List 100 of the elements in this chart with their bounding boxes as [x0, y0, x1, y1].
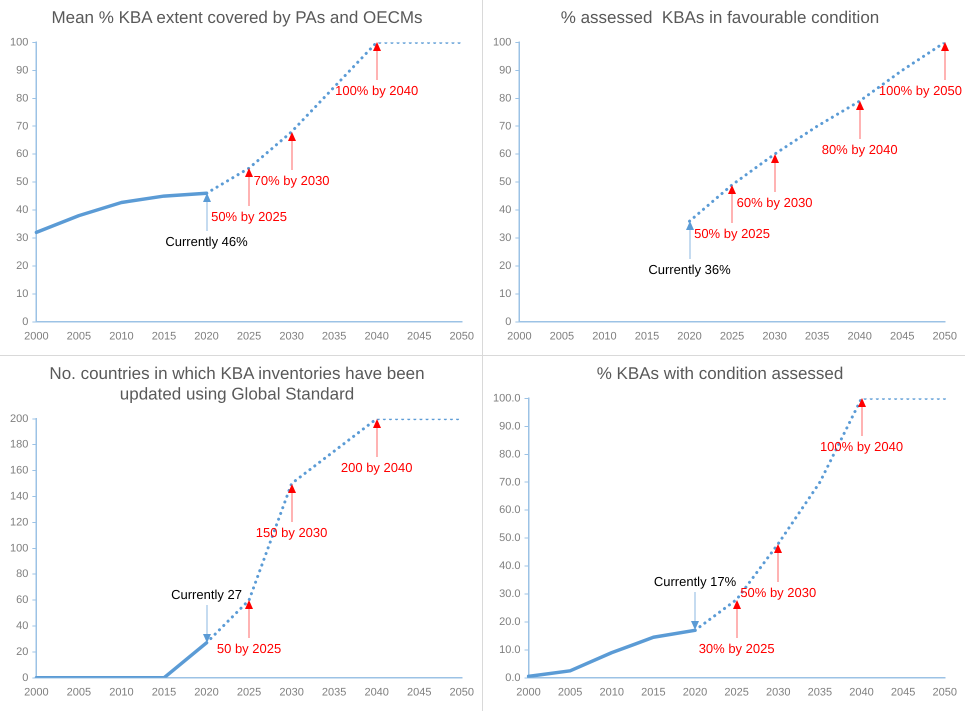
y-tick-label: 20 — [16, 260, 28, 272]
x-tick-label: 2015 — [634, 330, 660, 342]
y-tick-label: 90 — [499, 64, 512, 76]
y-tick-label: 50 — [499, 176, 512, 188]
x-tick-label: 2035 — [322, 686, 346, 698]
annotation: Currently 36% — [648, 262, 731, 278]
chart-title: % assessed KBAs in favourable condition — [560, 8, 880, 27]
x-tick-label: 2045 — [890, 686, 916, 698]
annotation: 30% by 2025 — [698, 640, 775, 656]
x-tick-label: 2005 — [66, 686, 92, 698]
y-tick-label: 90 — [16, 64, 28, 76]
y-tick-label: 140 — [10, 490, 28, 503]
annotation: 50% by 2030 — [740, 584, 816, 600]
x-tick-label: 2000 — [507, 330, 532, 342]
x-tick-label: 2025 — [724, 686, 749, 698]
x-tick-label: 2000 — [24, 330, 49, 342]
annotation: 100% by 2050 — [878, 83, 962, 98]
y-tick-label: 40.0 — [499, 560, 521, 572]
y-tick-label: 40 — [499, 204, 512, 216]
y-tick-label: 100 — [10, 36, 28, 48]
y-tick-label: 60 — [16, 594, 28, 606]
x-tick-label: 2040 — [847, 330, 872, 342]
y-tick-label: 180 — [10, 438, 28, 451]
y-tick-label: 70 — [499, 120, 512, 132]
y-tick-label: 20 — [16, 646, 28, 658]
x-tick-label: 2010 — [109, 330, 134, 342]
x-tick-label: 2050 — [450, 686, 474, 698]
y-tick-label: 100.0 — [492, 392, 521, 404]
annotation: 80% by 2040 — [822, 142, 898, 158]
y-tick-label: 0.0 — [505, 672, 521, 684]
y-tick-label: 70.0 — [499, 476, 521, 488]
y-tick-label: 30 — [16, 232, 28, 244]
y-tick-label: 40 — [16, 620, 28, 632]
annotation: 50 by 2025 — [216, 641, 282, 656]
x-tick-label: 2040 — [364, 330, 389, 342]
x-tick-label: 2040 — [364, 686, 389, 698]
x-tick-label: 2030 — [766, 686, 791, 698]
y-tick-label: 70 — [16, 120, 28, 132]
x-tick-label: 2015 — [152, 686, 176, 698]
y-tick-label: 50.0 — [499, 532, 521, 544]
y-tick-label: 10.0 — [499, 644, 521, 656]
y-tick-label: 30 — [499, 232, 512, 244]
y-tick-label: 60.0 — [499, 504, 521, 516]
x-tick-label: 2035 — [322, 330, 346, 342]
x-tick-label: 2045 — [406, 686, 432, 698]
x-tick-label: 2010 — [592, 330, 617, 342]
x-tick-label: 2040 — [849, 686, 874, 698]
annotation: 50% by 2025 — [211, 209, 287, 224]
y-tick-label: 20.0 — [499, 616, 521, 628]
x-tick-label: 2045 — [890, 330, 914, 342]
annotation: 50% by 2025 — [694, 226, 770, 241]
x-tick-label: 2050 — [932, 686, 958, 698]
x-tick-label: 2025 — [236, 686, 262, 698]
x-tick-label: 2035 — [804, 330, 830, 342]
y-tick-label: 90.0 — [499, 420, 521, 432]
y-tick-label: 60 — [16, 148, 28, 160]
y-tick-label: 0 — [22, 316, 28, 328]
annotation: 70% by 2030 — [254, 172, 330, 188]
y-tick-label: 10 — [16, 288, 28, 300]
x-tick-label: 2000 — [24, 686, 49, 698]
annotation: Currently 17% — [654, 574, 736, 590]
y-tick-label: 200 — [10, 412, 28, 425]
y-tick-label: 80 — [16, 92, 28, 104]
annotation: 150 by 2030 — [256, 524, 328, 540]
x-tick-label: 2015 — [152, 330, 176, 342]
x-tick-label: 2050 — [450, 330, 474, 342]
y-tick-label: 80.0 — [499, 448, 521, 460]
x-tick-label: 2010 — [600, 686, 624, 698]
annotation: Currently 46% — [165, 234, 248, 250]
annotation: 100% by 2040 — [820, 439, 904, 454]
y-tick-label: 0 — [505, 316, 512, 328]
x-tick-label: 2005 — [66, 330, 92, 342]
x-tick-label: 2020 — [194, 330, 219, 342]
y-tick-label: 120 — [10, 516, 28, 528]
y-tick-label: 160 — [10, 464, 28, 477]
annotation: Currently 27 — [171, 586, 242, 602]
y-tick-label: 60 — [499, 148, 512, 160]
x-tick-label: 2045 — [406, 330, 432, 342]
y-tick-label: 80 — [499, 92, 512, 104]
x-tick-label: 2010 — [109, 686, 134, 698]
x-tick-label: 2025 — [720, 330, 744, 342]
chart-title: No. countries in which KBA inventories have been updated using Global Standard — [49, 364, 425, 404]
y-tick-label: 0 — [22, 672, 28, 684]
x-tick-label: 2005 — [558, 686, 582, 698]
x-tick-label: 2030 — [762, 330, 787, 342]
x-tick-label: 2020 — [677, 330, 702, 342]
y-tick-label: 20 — [499, 260, 512, 272]
y-tick-label: 100 — [10, 542, 28, 554]
x-tick-label: 2025 — [236, 330, 262, 342]
x-tick-label: 2005 — [550, 330, 574, 342]
chart-title: % KBAs with condition assessed — [596, 364, 844, 383]
x-tick-label: 2030 — [279, 330, 304, 342]
y-tick-label: 80 — [16, 568, 28, 580]
annotation: 60% by 2030 — [736, 195, 813, 210]
x-tick-label: 2035 — [808, 686, 832, 698]
x-tick-label: 2015 — [641, 686, 666, 698]
x-tick-label: 2050 — [932, 330, 958, 342]
y-tick-label: 100 — [492, 36, 512, 48]
x-tick-label: 2030 — [279, 686, 304, 698]
y-tick-label: 50 — [16, 176, 28, 188]
